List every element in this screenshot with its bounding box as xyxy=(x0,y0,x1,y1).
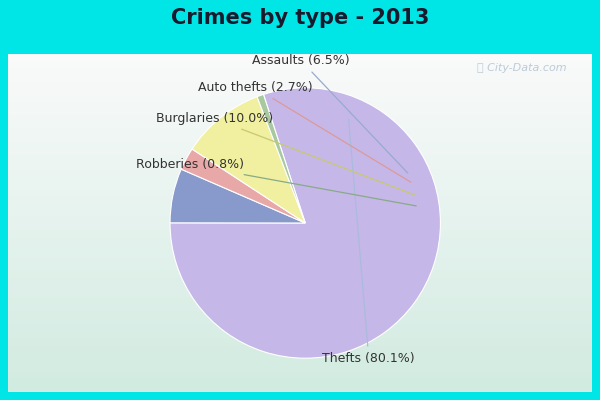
Bar xyxy=(8,68,592,74)
Bar xyxy=(8,169,592,176)
Bar xyxy=(8,264,592,270)
Bar xyxy=(8,270,592,277)
Text: ⓘ City-Data.com: ⓘ City-Data.com xyxy=(477,63,567,73)
Bar xyxy=(8,297,592,304)
Bar xyxy=(8,54,592,61)
Bar xyxy=(8,196,592,203)
Wedge shape xyxy=(170,169,305,223)
Wedge shape xyxy=(170,88,440,358)
Bar xyxy=(8,385,592,392)
Bar xyxy=(8,290,592,297)
Bar xyxy=(8,223,592,230)
Bar xyxy=(8,74,592,81)
Bar xyxy=(8,243,592,250)
Bar xyxy=(8,324,592,331)
Bar xyxy=(8,284,592,290)
Bar xyxy=(8,94,592,101)
Bar xyxy=(8,365,592,372)
Bar xyxy=(8,331,592,338)
Bar xyxy=(8,155,592,162)
Bar xyxy=(8,189,592,196)
Bar xyxy=(8,122,592,128)
Bar xyxy=(8,338,592,345)
Text: Burglaries (10.0%): Burglaries (10.0%) xyxy=(156,112,414,195)
Bar xyxy=(8,176,592,182)
Bar xyxy=(8,128,592,135)
Bar xyxy=(8,230,592,236)
Wedge shape xyxy=(257,94,305,223)
Bar xyxy=(8,277,592,284)
Bar xyxy=(8,318,592,324)
Bar xyxy=(8,345,592,352)
Bar xyxy=(8,182,592,189)
Bar xyxy=(8,304,592,311)
Bar xyxy=(8,352,592,358)
Bar xyxy=(8,162,592,169)
Bar xyxy=(8,372,592,378)
Bar xyxy=(8,149,592,155)
Bar xyxy=(8,115,592,122)
Wedge shape xyxy=(192,97,305,223)
Bar xyxy=(8,250,592,257)
Text: Assaults (6.5%): Assaults (6.5%) xyxy=(253,54,408,173)
Text: Thefts (80.1%): Thefts (80.1%) xyxy=(322,119,415,365)
Bar xyxy=(8,216,592,223)
Bar xyxy=(8,378,592,385)
Bar xyxy=(8,358,592,365)
Bar xyxy=(8,236,592,243)
Bar xyxy=(8,142,592,149)
Text: Crimes by type - 2013: Crimes by type - 2013 xyxy=(171,8,429,28)
Text: Auto thefts (2.7%): Auto thefts (2.7%) xyxy=(198,81,411,182)
Wedge shape xyxy=(181,149,305,223)
Bar xyxy=(8,101,592,108)
Bar xyxy=(8,61,592,68)
Bar xyxy=(8,81,592,88)
Bar xyxy=(8,203,592,210)
Bar xyxy=(8,257,592,264)
Bar xyxy=(8,108,592,115)
Text: Robberies (0.8%): Robberies (0.8%) xyxy=(136,158,416,206)
Bar xyxy=(8,88,592,94)
Bar xyxy=(8,135,592,142)
Bar xyxy=(8,311,592,318)
Bar xyxy=(8,210,592,216)
